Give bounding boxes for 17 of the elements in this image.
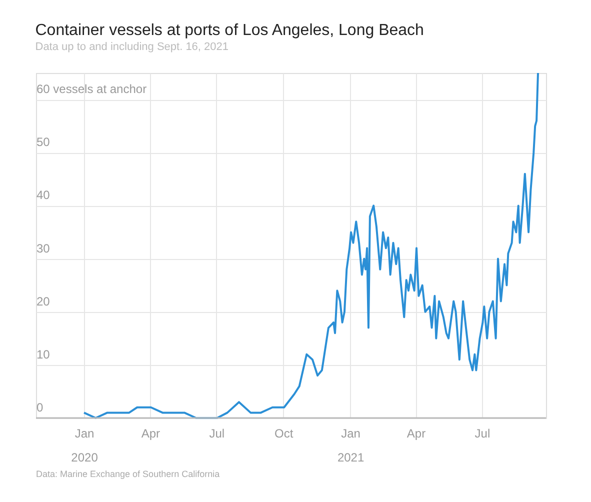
text: Data: Marine Exchange of Southern California bbox=[36, 469, 220, 479]
x-tick-label: Apr bbox=[406, 426, 426, 440]
x-tick-label: Jan 2021 bbox=[337, 426, 364, 464]
y-tick-label: 50 bbox=[36, 135, 50, 150]
x-tick-label: Oct bbox=[274, 426, 294, 440]
chart-subtitle: Data up to and including Sept. 16, 2021 bbox=[35, 41, 229, 53]
y-tick-label: 20 bbox=[36, 294, 50, 308]
y-tick-label: 30 bbox=[36, 241, 50, 256]
chart-title: Container vessels at ports of Los Angeles, Long Beach bbox=[35, 22, 424, 39]
y-tick-label: 10 bbox=[36, 347, 50, 362]
x-tick-label: Jan 2020 bbox=[71, 426, 98, 464]
y-tick-label: 40 bbox=[36, 188, 50, 202]
x-tick-label: Jul bbox=[474, 426, 490, 440]
y-tick-label: 60 vessels at anchor bbox=[36, 82, 147, 96]
y-tick-label: 0 bbox=[36, 400, 44, 414]
x-tick-label: Jul bbox=[209, 426, 225, 440]
x-tick-label: Apr bbox=[141, 426, 160, 440]
